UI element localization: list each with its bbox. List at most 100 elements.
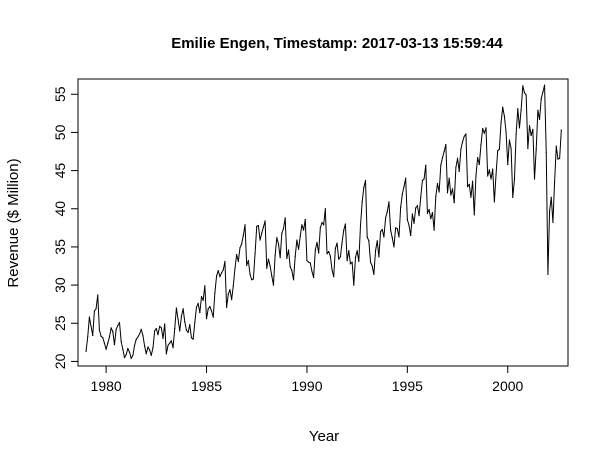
data-point	[142, 334, 144, 337]
data-point	[125, 353, 127, 356]
data-point	[339, 256, 341, 258]
y-tick-label: 20	[52, 353, 68, 369]
data-point	[405, 177, 407, 179]
data-point	[436, 182, 439, 185]
data-point	[226, 306, 228, 308]
data-point	[222, 269, 224, 271]
data-point	[257, 224, 259, 227]
data-point	[249, 273, 251, 275]
data-point	[349, 263, 352, 265]
data-point	[344, 223, 347, 225]
data-point	[488, 169, 490, 171]
data-point	[425, 164, 427, 166]
y-axis: 20 25 30 35 40 45 50 55	[52, 86, 79, 369]
data-point	[182, 308, 184, 310]
data-point	[445, 144, 447, 146]
data-point	[241, 243, 243, 245]
data-point	[512, 196, 514, 198]
data-point	[236, 253, 238, 256]
data-point	[231, 298, 233, 301]
chart-title: Emilie Engen, Timestamp: 2017-03-13 15:5…	[171, 35, 503, 52]
data-point	[356, 250, 358, 252]
data-point	[269, 265, 271, 267]
data-point	[267, 258, 270, 260]
data-point	[542, 91, 544, 93]
data-point	[492, 168, 494, 170]
data-point	[324, 208, 326, 210]
data-point	[247, 260, 249, 262]
data-point	[421, 179, 424, 182]
data-point	[522, 85, 524, 87]
data-point	[246, 264, 248, 266]
data-point	[160, 327, 162, 329]
data-point	[388, 201, 390, 203]
data-point	[262, 226, 265, 228]
data-point	[418, 215, 420, 217]
data-point	[152, 347, 154, 349]
data-point	[133, 344, 136, 346]
data-point	[393, 246, 395, 248]
data-point	[102, 337, 104, 339]
data-point	[318, 252, 320, 254]
data-point	[172, 347, 174, 349]
data-point	[379, 231, 382, 233]
data-point	[180, 315, 183, 317]
data-point	[185, 329, 188, 331]
data-point	[368, 240, 370, 242]
data-point	[478, 163, 480, 166]
data-point	[363, 186, 365, 188]
series-line	[85, 84, 562, 359]
data-point	[137, 336, 139, 338]
data-point	[548, 210, 551, 212]
data-point	[456, 157, 459, 159]
data-point	[286, 257, 288, 259]
data-point	[336, 242, 338, 244]
x-tick-label: 1980	[91, 378, 122, 394]
data-point	[93, 310, 95, 312]
data-point	[450, 194, 452, 196]
data-point	[195, 306, 198, 308]
data-point	[229, 289, 231, 291]
data-point	[204, 285, 206, 287]
data-point	[428, 208, 430, 211]
data-point	[157, 334, 159, 336]
data-point	[477, 157, 479, 159]
data-point	[510, 147, 512, 150]
data-point	[138, 333, 141, 335]
data-point	[115, 328, 117, 330]
data-point	[110, 327, 112, 329]
data-point	[284, 217, 286, 219]
data-point	[212, 316, 214, 318]
data-point	[266, 267, 268, 269]
data-point	[517, 108, 519, 110]
data-point	[170, 340, 172, 342]
data-point	[244, 224, 246, 226]
data-point	[239, 247, 241, 249]
data-point	[215, 275, 218, 277]
data-point	[296, 239, 298, 241]
data-point	[130, 357, 132, 359]
data-point	[364, 179, 367, 182]
data-point	[396, 228, 398, 230]
data-point	[415, 207, 417, 209]
data-point	[326, 253, 328, 255]
data-point	[386, 211, 388, 213]
data-point	[400, 206, 402, 208]
data-point	[167, 344, 169, 346]
y-tick-label: 35	[52, 239, 68, 255]
data-point	[175, 307, 177, 309]
data-point	[485, 127, 487, 129]
data-point	[398, 236, 400, 238]
y-tick-label: 45	[52, 163, 68, 179]
data-point	[237, 260, 239, 263]
data-point	[309, 262, 311, 264]
data-point	[144, 345, 146, 347]
data-point	[560, 129, 562, 131]
data-point	[523, 92, 526, 94]
data-point	[500, 121, 502, 124]
x-tick-label: 1995	[392, 378, 423, 394]
data-point	[122, 348, 124, 350]
data-point	[532, 128, 534, 130]
data-point	[458, 170, 460, 172]
